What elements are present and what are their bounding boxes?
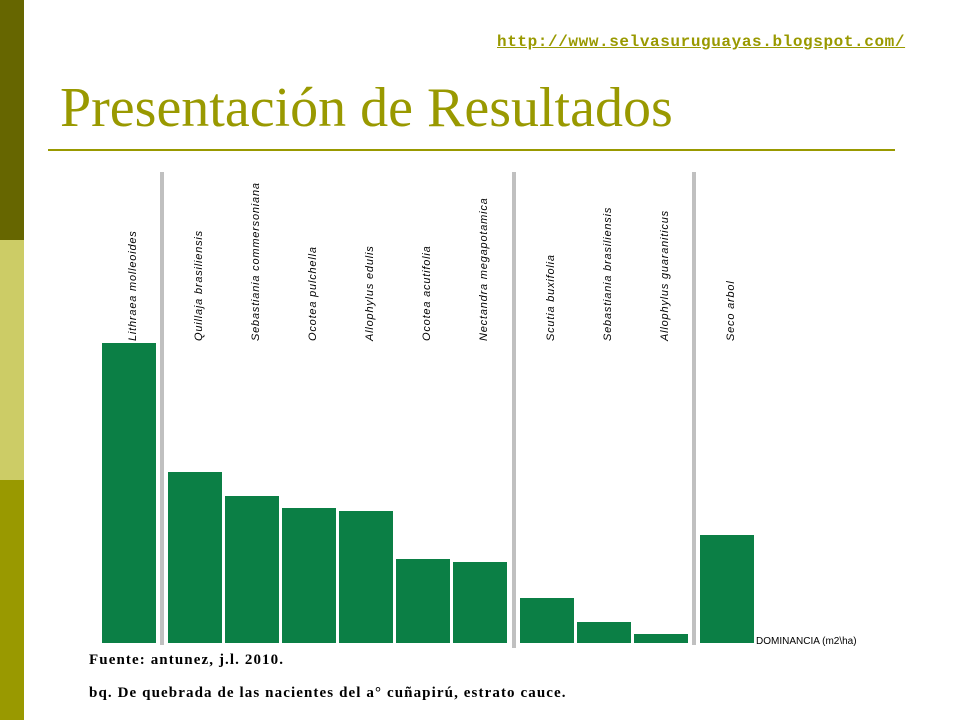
bar: [634, 634, 688, 643]
bar: [520, 598, 574, 643]
value-axis-label: DOMINANCIA (m2\ha): [756, 636, 857, 647]
bar: [168, 472, 222, 643]
bar: [225, 496, 279, 643]
side-strip-middle: [0, 240, 24, 480]
slide-title: Presentación de Resultados: [60, 77, 673, 139]
bar: [700, 535, 754, 643]
bar: [577, 622, 631, 643]
group-separator: [160, 172, 164, 645]
source-note: Fuente: antunez, j.l. 2010.: [89, 652, 285, 668]
bar-label: Scutia buxifolia: [545, 254, 557, 341]
bar-label: Allophylus guaraniticus: [659, 210, 671, 342]
bar: [102, 343, 156, 643]
bar-label: Sebastiania commersoniana: [250, 182, 262, 341]
bar: [339, 511, 393, 643]
bar: [396, 559, 450, 643]
blog-link[interactable]: http://www.selvasuruguayas.blogspot.com/: [497, 33, 906, 51]
side-strip-bottom: [0, 480, 24, 720]
bar: [453, 562, 507, 643]
group-separator: [692, 172, 696, 645]
bar-label: Ocotea acutifolia: [421, 245, 433, 341]
bar-label: Nectandra megapotamica: [478, 197, 490, 341]
bar-label: Seco arbol: [725, 280, 737, 341]
group-separator: [512, 172, 516, 648]
bar-label: Ocotea pulchella: [307, 246, 319, 341]
bar-label: Quillaja brasiliensis: [193, 230, 205, 341]
bar-label: Lithraea molleoides: [127, 230, 139, 341]
caption-note: bq. De quebrada de las nacientes del a° …: [89, 685, 567, 701]
bar: [282, 508, 336, 643]
side-strip-top: [0, 0, 24, 240]
bar-label: Sebastiania brasiliensis: [602, 207, 614, 341]
dominance-bar-chart: Lithraea molleoides Quillaja brasiliensis…: [102, 172, 857, 648]
title-divider: [48, 149, 895, 151]
bar-label: Allophylus edulis: [364, 245, 376, 342]
